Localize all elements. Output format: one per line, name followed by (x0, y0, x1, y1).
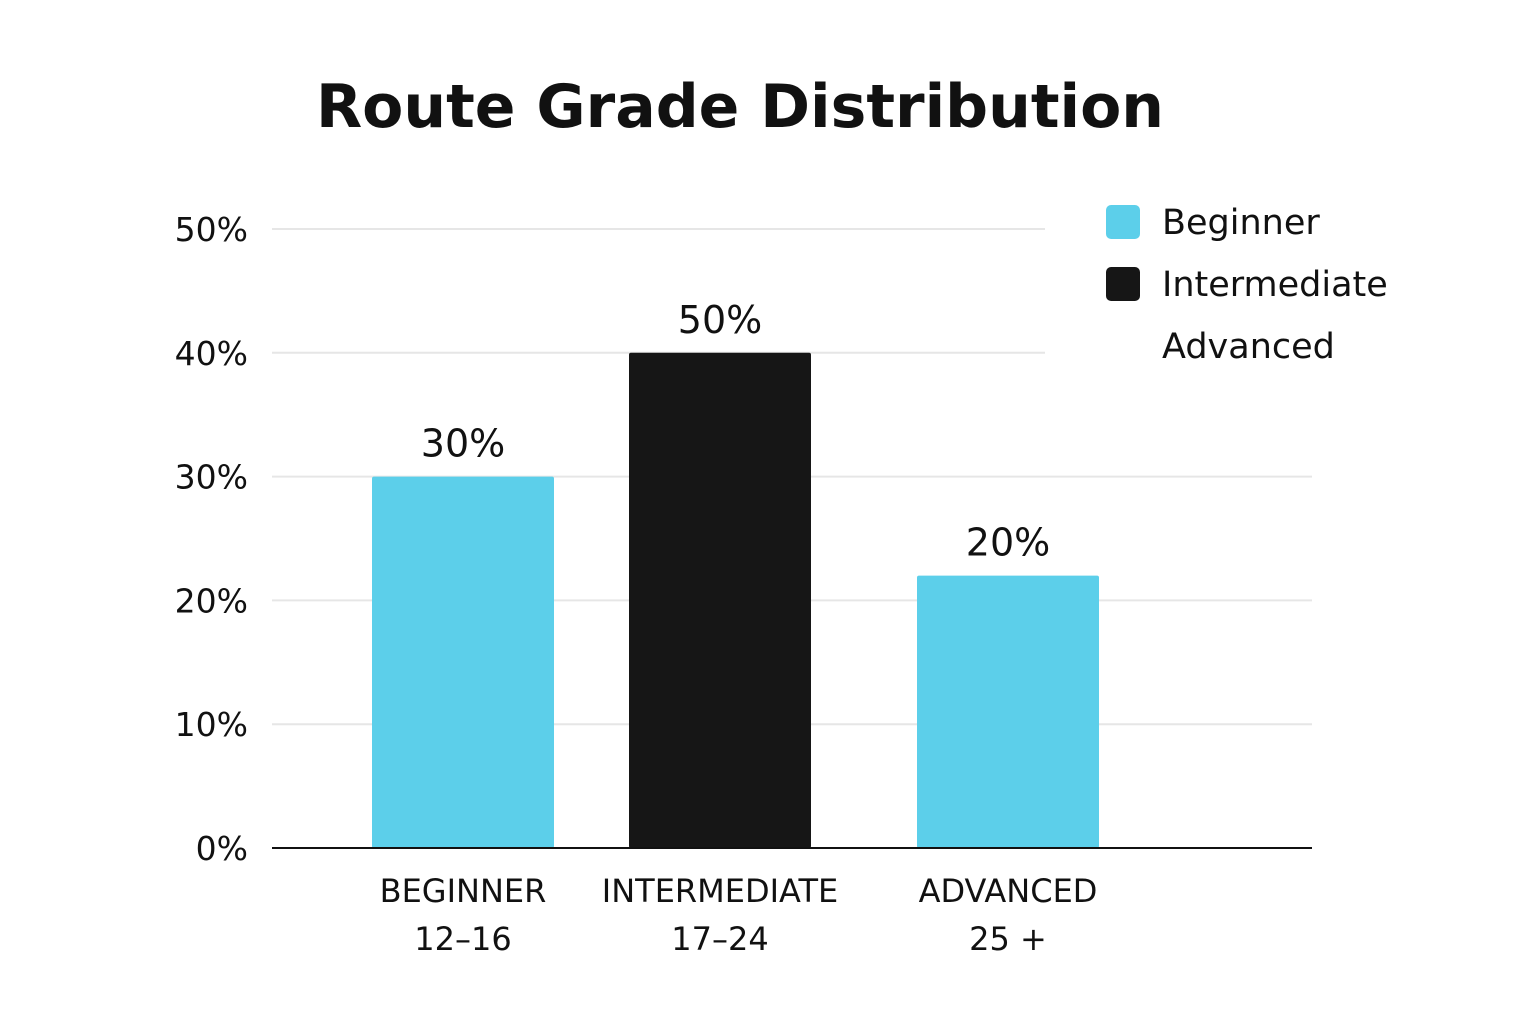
legend-swatch (1106, 267, 1140, 301)
x-tick-label: 17–24 (671, 920, 768, 958)
legend-label: Advanced (1162, 327, 1335, 367)
legend-label: Intermediate (1162, 265, 1388, 305)
y-tick-label: 30% (175, 458, 248, 497)
y-tick-label: 40% (175, 334, 248, 373)
y-tick-label: 10% (175, 705, 248, 744)
x-tick-label: INTERMEDIATE (602, 872, 838, 910)
data-label: 50% (678, 298, 762, 342)
legend: Beginner Intermediate Advanced (1106, 203, 1388, 367)
data-label: 20% (966, 521, 1050, 565)
x-tick-label: ADVANCED (919, 872, 1098, 910)
legend-swatch (1106, 205, 1140, 239)
bar-1 (372, 476, 554, 848)
bars: 30% 50% 20% (372, 298, 1099, 848)
bar-2 (629, 352, 811, 848)
y-tick-label: 0% (196, 829, 248, 868)
chart-title: Route Grade Distribution (316, 72, 1164, 142)
bar-3 (917, 575, 1099, 848)
legend-label: Beginner (1162, 203, 1320, 243)
y-tick-label: 50% (175, 210, 248, 249)
y-tick-label: 20% (175, 581, 248, 620)
x-tick-label: 25 + (969, 920, 1047, 958)
x-axis: BEGINNER 12–16 INTERMEDIATE 17–24 ADVANCED 25… (272, 847, 1312, 958)
data-label: 30% (421, 422, 505, 466)
x-tick-label: BEGINNER (380, 872, 547, 910)
x-tick-label: 12–16 (414, 920, 511, 958)
y-axis: 0% 10% 20% 30% 40% 50% (175, 210, 248, 868)
